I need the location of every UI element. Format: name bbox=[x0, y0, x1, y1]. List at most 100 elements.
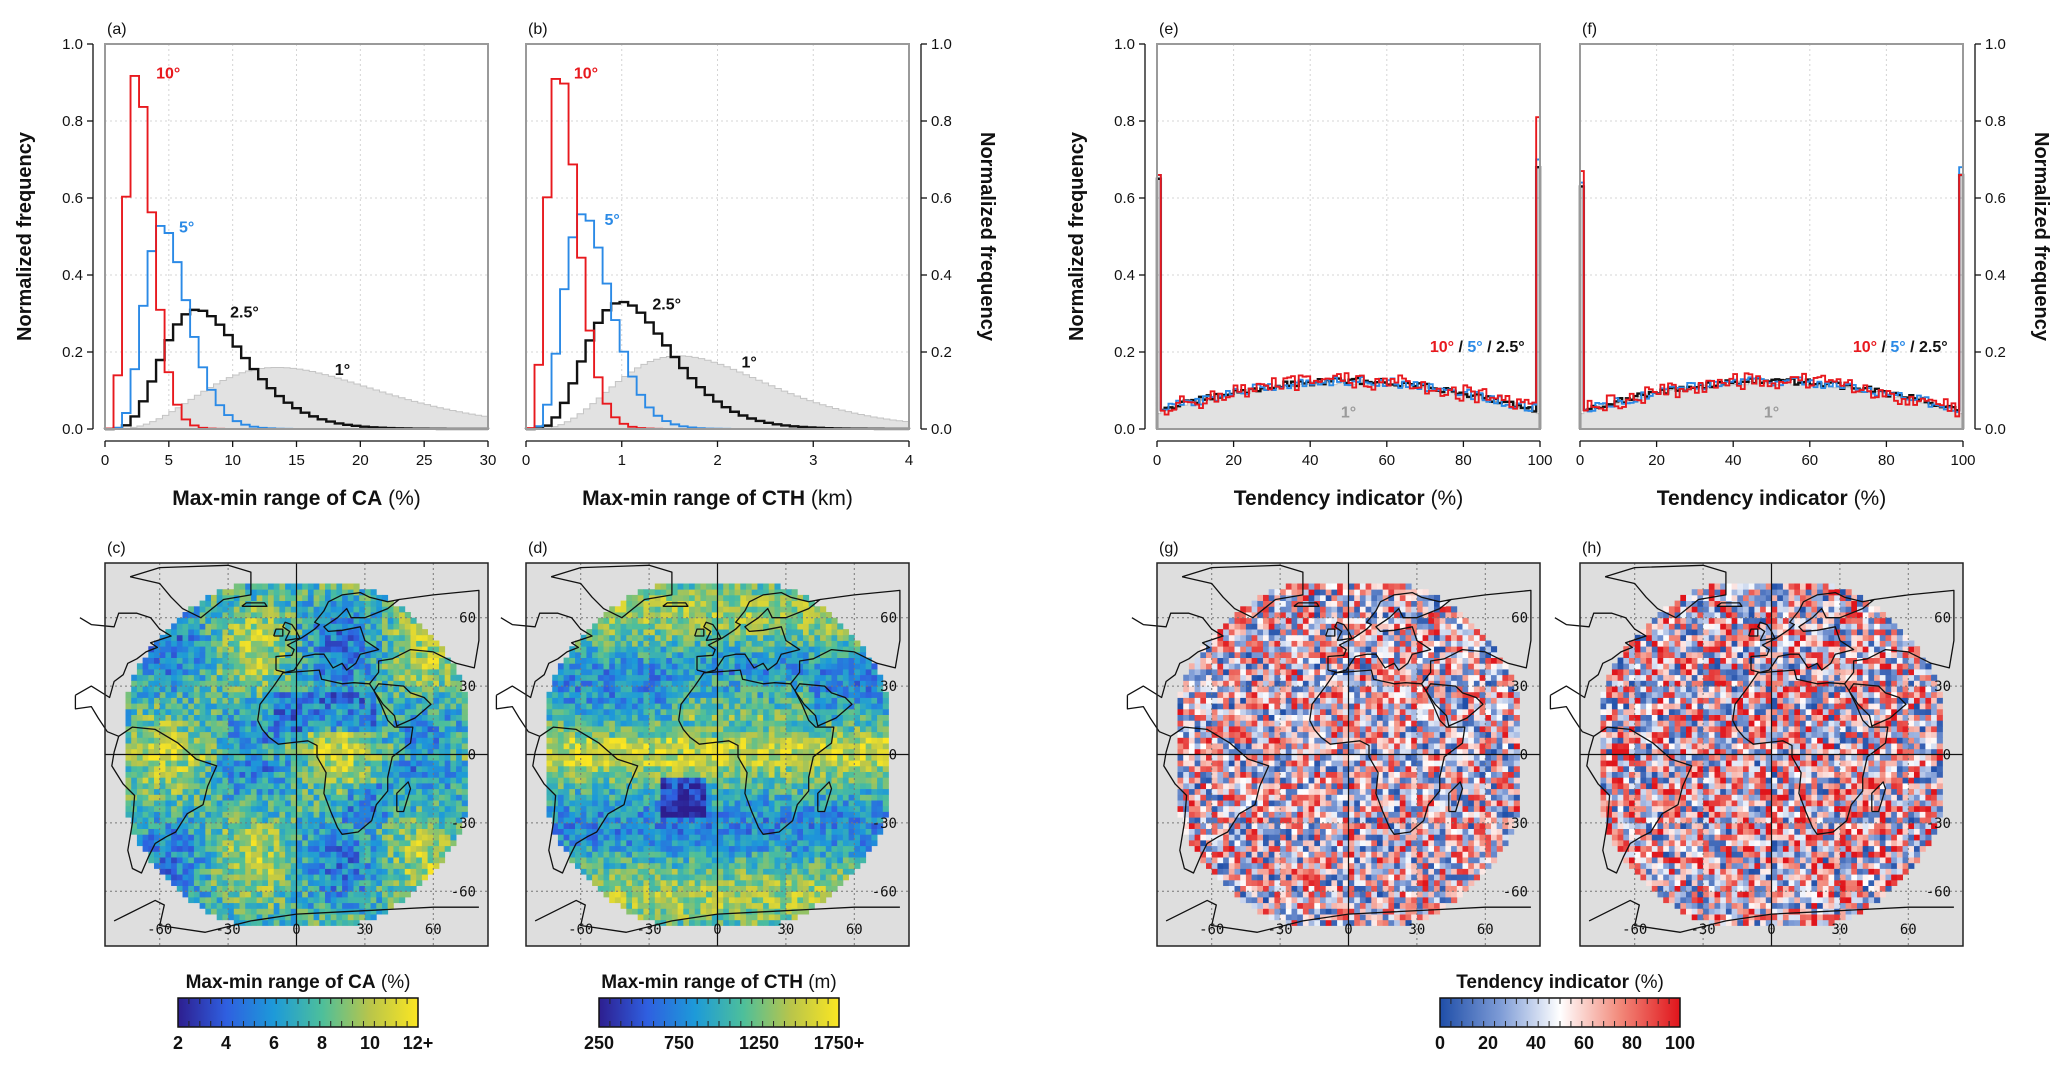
data-cell bbox=[580, 817, 587, 824]
data-cell bbox=[637, 879, 644, 886]
data-cell bbox=[193, 606, 201, 613]
data-cell bbox=[239, 594, 246, 602]
data-cell bbox=[228, 896, 235, 904]
data-cell bbox=[319, 914, 326, 921]
data-cell bbox=[262, 794, 269, 801]
data-cell bbox=[239, 834, 246, 841]
data-cell bbox=[279, 583, 286, 590]
data-cell bbox=[433, 834, 440, 841]
data-cell bbox=[404, 839, 411, 847]
data-cell bbox=[205, 902, 212, 909]
data-cell bbox=[421, 760, 428, 767]
data-cell bbox=[831, 868, 838, 875]
data-cell bbox=[854, 811, 861, 818]
data-cell bbox=[399, 629, 406, 636]
data-cell bbox=[250, 686, 258, 693]
data-cell bbox=[433, 771, 440, 778]
data-cell bbox=[404, 805, 411, 812]
data-cell bbox=[307, 862, 314, 869]
data-cell bbox=[359, 714, 366, 721]
data-cell bbox=[410, 617, 417, 624]
data-cell bbox=[245, 714, 252, 721]
data-cell bbox=[342, 874, 349, 881]
data-cell bbox=[285, 583, 292, 590]
data-cell bbox=[359, 914, 366, 921]
data-cell bbox=[222, 617, 229, 624]
data-cell bbox=[125, 782, 132, 790]
data-cell bbox=[193, 834, 201, 841]
legend-part: 2.5° bbox=[1919, 339, 1948, 356]
data-cell bbox=[245, 720, 252, 727]
data-cell bbox=[723, 817, 730, 824]
data-cell bbox=[262, 720, 269, 727]
data-cell bbox=[393, 726, 400, 733]
data-cell bbox=[302, 782, 309, 790]
data-cell bbox=[245, 845, 252, 852]
data-cell bbox=[205, 708, 212, 716]
data-cell bbox=[182, 629, 189, 636]
data-cell bbox=[433, 811, 440, 818]
data-cell bbox=[740, 902, 747, 909]
data-cell bbox=[723, 862, 730, 869]
data-cell bbox=[136, 720, 144, 727]
data-cell bbox=[450, 703, 457, 710]
data-cell bbox=[791, 857, 798, 864]
data-cell bbox=[364, 851, 371, 858]
data-cell bbox=[791, 862, 798, 869]
data-cell bbox=[563, 828, 570, 835]
data-cell bbox=[421, 726, 428, 733]
data-cell bbox=[399, 891, 406, 898]
data-cell bbox=[797, 851, 804, 858]
data-cell bbox=[421, 851, 428, 858]
data-cell bbox=[614, 822, 622, 829]
data-cell bbox=[774, 777, 781, 784]
data-cell bbox=[660, 857, 667, 864]
data-cell bbox=[342, 617, 349, 624]
data-cell bbox=[728, 885, 735, 892]
data-cell bbox=[416, 879, 423, 886]
data-cell bbox=[831, 765, 838, 772]
data-cell bbox=[387, 891, 394, 898]
data-cell bbox=[456, 691, 463, 698]
data-cell bbox=[410, 822, 417, 829]
data-cell bbox=[359, 589, 366, 596]
data-cell bbox=[780, 885, 787, 892]
x-tick-label: 5 bbox=[165, 452, 173, 469]
data-cell bbox=[387, 754, 394, 761]
data-cell bbox=[592, 839, 599, 847]
data-cell bbox=[136, 805, 144, 812]
data-cell bbox=[399, 748, 406, 755]
data-cell bbox=[666, 788, 673, 795]
data-cell bbox=[609, 874, 616, 881]
data-cell bbox=[245, 760, 252, 767]
data-cell bbox=[780, 834, 787, 841]
data-cell bbox=[569, 817, 576, 824]
data-cell bbox=[557, 782, 565, 790]
data-cell bbox=[182, 663, 189, 670]
data-cell bbox=[768, 851, 775, 858]
data-cell bbox=[148, 669, 155, 676]
data-cell bbox=[421, 839, 428, 847]
data-cell bbox=[313, 640, 320, 647]
data-cell bbox=[563, 822, 570, 829]
data-cell bbox=[319, 794, 326, 801]
data-cell bbox=[313, 726, 320, 733]
data-cell bbox=[387, 600, 394, 607]
data-cell bbox=[416, 720, 423, 727]
x-axis-label-unit: (%) bbox=[1848, 487, 1887, 510]
data-cell bbox=[433, 788, 440, 795]
data-cell bbox=[347, 765, 354, 772]
data-cell bbox=[456, 777, 463, 784]
data-cell bbox=[199, 703, 206, 710]
data-cell bbox=[808, 885, 815, 892]
data-cell bbox=[734, 754, 741, 761]
data-cell bbox=[768, 788, 775, 795]
data-cell bbox=[307, 720, 314, 727]
data-cell bbox=[632, 874, 639, 881]
data-cell bbox=[711, 788, 718, 795]
data-cell bbox=[740, 800, 747, 807]
data-cell bbox=[666, 874, 673, 881]
data-cell bbox=[228, 612, 235, 619]
data-cell bbox=[751, 914, 758, 921]
data-cell bbox=[683, 782, 690, 790]
